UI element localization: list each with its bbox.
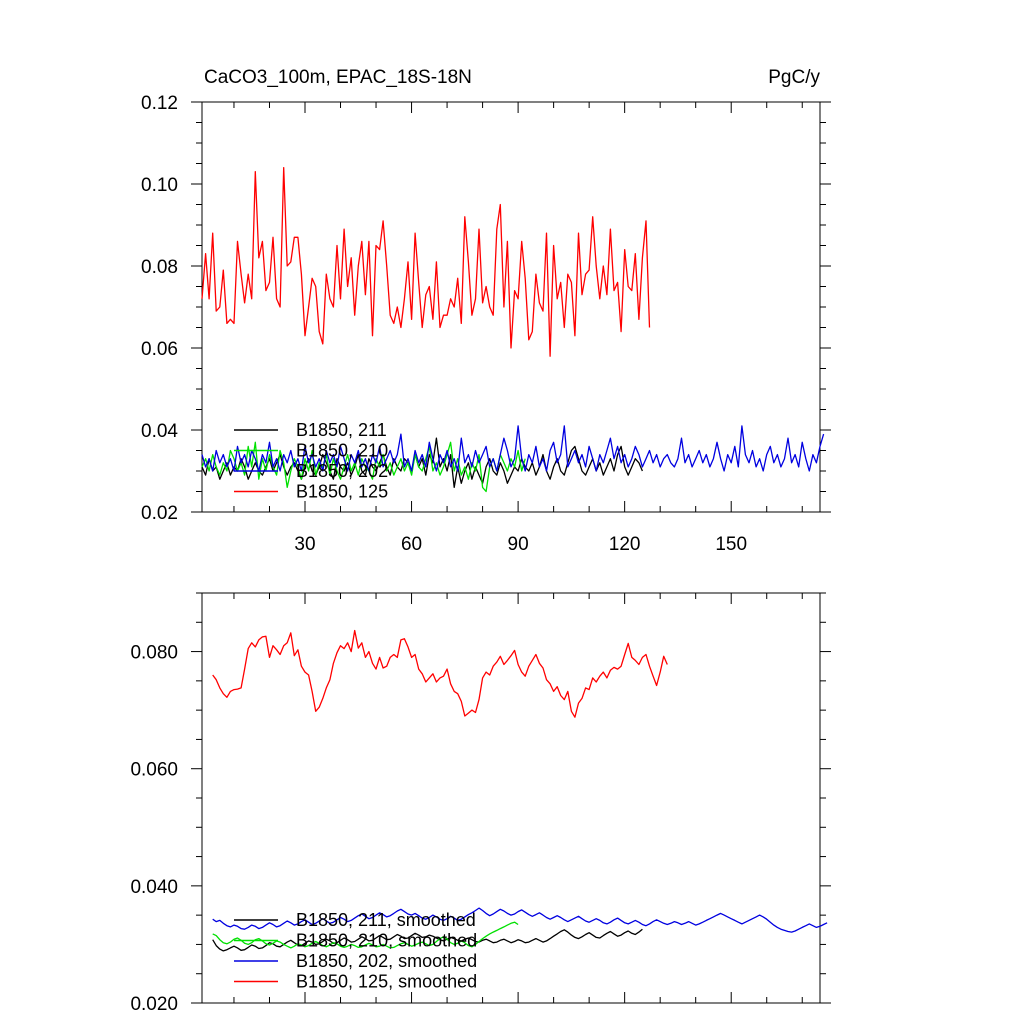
top-series-line-1: [201, 437, 643, 489]
bottom-panel-marks: 0.020 0.040 0.060 0.080 B1850, 211, smoothed…: [130, 592, 831, 1015]
top-x-tick-label: 150: [715, 534, 747, 555]
top-y-tick-label: 0.06: [141, 339, 178, 360]
top-legend-label: B1850, 210: [296, 441, 388, 461]
bottom-legend-label: B1850, 211, smoothed: [296, 910, 476, 930]
top-panel-title: CaCO3_100m, EPAC_18S-18N: [204, 67, 472, 88]
bottom-y-tick-label: 0.020: [130, 994, 178, 1015]
top-y-tick-label: 0.04: [141, 421, 178, 442]
bottom-series-line-3: [212, 907, 828, 933]
top-y-tick-label: 0.12: [141, 93, 178, 114]
bottom-series-line-2: [212, 921, 519, 949]
top-y-tick-label: 0.08: [141, 257, 178, 278]
bottom-legend-label: B1850, 210, smoothed: [296, 931, 477, 951]
top-x-tick-label: 60: [401, 534, 422, 555]
top-panel-marks: 30 60 90 120 150 0.02 0.04 0.06 0.08 0.10 0.12 B185…: [141, 93, 831, 555]
top-series-line-3: [201, 425, 825, 472]
top-y-tick-label: 0.10: [141, 175, 178, 196]
bottom-y-tick-label: 0.080: [130, 643, 178, 664]
bottom-series-line-4: [212, 629, 668, 718]
bottom-legend-label: B1850, 125, smoothed: [296, 972, 477, 992]
top-y-tick-label: 0.02: [141, 503, 178, 524]
bottom-legend-label: B1850, 202, smoothed: [296, 951, 477, 971]
bottom-y-tick-label: 0.060: [130, 760, 178, 781]
top-x-tick-label: 30: [294, 534, 315, 555]
top-x-tick-label: 90: [508, 534, 529, 555]
top-panel-units: PgC/y: [768, 67, 820, 88]
top-series-line-4: [201, 166, 651, 357]
top-panel: CaCO3_100m, EPAC_18S-18N PgC/y 30 60 90 120…: [141, 67, 831, 555]
top-legend-label: B1850, 211: [296, 420, 387, 440]
top-legend-label: B1850, 125: [296, 482, 388, 502]
bottom-panel: 0.020 0.040 0.060 0.080 B1850, 211, smoothed…: [130, 592, 831, 1015]
top-panel-frame: [201, 101, 821, 513]
bottom-y-tick-label: 0.040: [130, 877, 178, 898]
top-legend-label: B1850, 202: [296, 461, 388, 481]
top-x-tick-label: 120: [609, 534, 641, 555]
